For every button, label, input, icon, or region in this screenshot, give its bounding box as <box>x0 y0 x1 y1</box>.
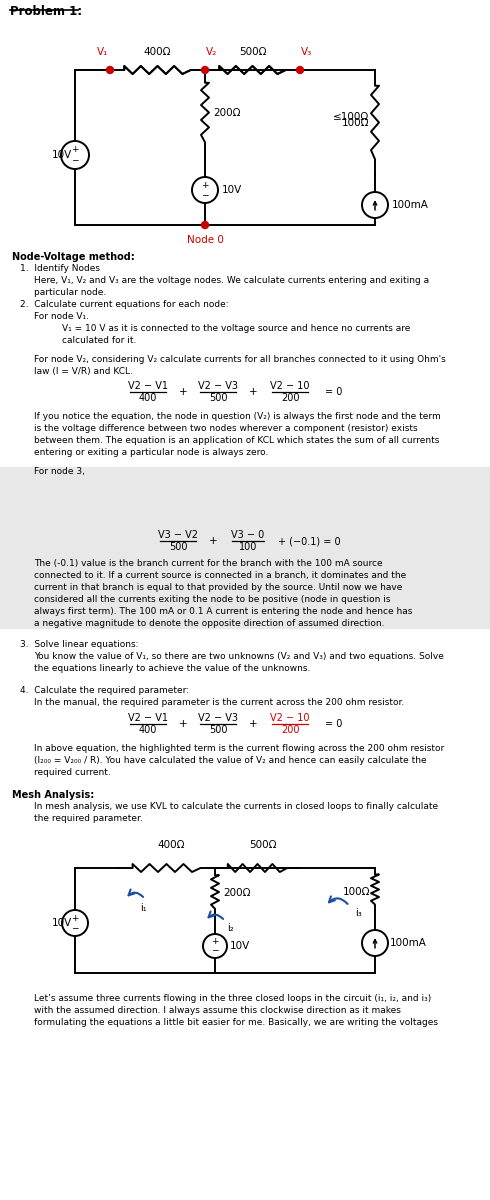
Text: −: − <box>201 190 209 199</box>
Text: i₃: i₃ <box>356 908 362 918</box>
Text: 100Ω: 100Ω <box>343 887 370 898</box>
Text: +: + <box>249 719 257 730</box>
Text: 200Ω: 200Ω <box>223 888 250 898</box>
Text: For node 3,: For node 3, <box>34 467 85 476</box>
Text: 2.  Calculate current equations for each node:: 2. Calculate current equations for each … <box>20 300 229 308</box>
Text: + (−0.1) = 0: + (−0.1) = 0 <box>278 536 341 546</box>
Text: Let’s assume three currents flowing in the three closed loops in the circuit (i₁: Let’s assume three currents flowing in t… <box>34 994 431 1003</box>
Text: +: + <box>71 913 79 923</box>
Text: V₁ = 10 V as it is connected to the voltage source and hence no currents are: V₁ = 10 V as it is connected to the volt… <box>62 324 410 332</box>
Text: +: + <box>179 386 187 397</box>
Text: −: − <box>211 946 219 955</box>
Text: law (I = V/R) and KCL.: law (I = V/R) and KCL. <box>34 367 133 377</box>
Circle shape <box>201 66 209 73</box>
Text: The (-0.1) value is the branch current for the branch with the 100 mA source: The (-0.1) value is the branch current f… <box>34 559 383 568</box>
Text: 1.  Identify Nodes: 1. Identify Nodes <box>20 264 100 272</box>
Text: +: + <box>179 719 187 730</box>
Text: −: − <box>71 156 79 164</box>
Text: You know the value of V₁, so there are two unknowns (V₂ and V₃) and two equation: You know the value of V₁, so there are t… <box>34 653 444 661</box>
Text: +: + <box>71 145 79 154</box>
Text: 400Ω: 400Ω <box>144 47 171 56</box>
Text: In mesh analysis, we use KVL to calculate the currents in closed loops to finall: In mesh analysis, we use KVL to calculat… <box>34 802 438 811</box>
Text: required current.: required current. <box>34 768 111 778</box>
Text: V₃: V₃ <box>301 47 312 56</box>
Text: V2 − V3: V2 − V3 <box>198 713 238 722</box>
Text: V3 − 0: V3 − 0 <box>231 530 265 540</box>
Text: 500: 500 <box>209 725 227 734</box>
Text: 10V: 10V <box>52 918 72 928</box>
Text: 10V: 10V <box>52 150 72 160</box>
Text: If you notice the equation, the node in question (V₂) is always the first node a: If you notice the equation, the node in … <box>34 412 441 421</box>
Text: V2 − V3: V2 − V3 <box>198 382 238 391</box>
Text: i₂: i₂ <box>227 923 234 934</box>
Text: V2 − V1: V2 − V1 <box>128 382 168 391</box>
Text: In the manual, the required parameter is the current across the 200 ohm resistor: In the manual, the required parameter is… <box>34 698 404 707</box>
Text: 500Ω: 500Ω <box>239 47 266 56</box>
Text: 10V: 10V <box>230 941 250 952</box>
Text: V2 − 10: V2 − 10 <box>270 382 310 391</box>
Text: a negative magnitude to denote the opposite direction of assumed direction.: a negative magnitude to denote the oppos… <box>34 619 385 628</box>
Text: particular node.: particular node. <box>34 288 106 296</box>
Text: = 0: = 0 <box>325 719 343 730</box>
Circle shape <box>106 66 114 73</box>
Text: entering or exiting a particular node is always zero.: entering or exiting a particular node is… <box>34 448 269 457</box>
Text: 4.  Calculate the required parameter:: 4. Calculate the required parameter: <box>20 686 189 695</box>
Text: Node 0: Node 0 <box>187 235 223 245</box>
Text: 500: 500 <box>169 542 187 552</box>
Text: V₁: V₁ <box>97 47 108 56</box>
Text: 100mA: 100mA <box>390 938 427 948</box>
Text: +: + <box>209 536 217 546</box>
Text: i₁: i₁ <box>140 904 147 913</box>
Text: 500: 500 <box>209 392 227 403</box>
Text: In above equation, the highlighted term is the current flowing across the 200 oh: In above equation, the highlighted term … <box>34 744 444 754</box>
Text: (I₂₀₀ = V₂₀₀ / R). You have calculated the value of V₂ and hence can easily calc: (I₂₀₀ = V₂₀₀ / R). You have calculated t… <box>34 756 427 766</box>
Text: calculated for it.: calculated for it. <box>62 336 136 346</box>
Text: +: + <box>211 937 219 946</box>
Text: −: − <box>71 923 79 932</box>
Text: is the voltage difference between two nodes wherever a component (resistor) exis: is the voltage difference between two no… <box>34 424 417 433</box>
Text: For node V₂, considering V₂ calculate currents for all branches connected to it : For node V₂, considering V₂ calculate cu… <box>34 355 446 365</box>
Text: considered all the currents exiting the node to be positive (node in question is: considered all the currents exiting the … <box>34 595 391 604</box>
Text: 3.  Solve linear equations:: 3. Solve linear equations: <box>20 641 139 649</box>
Text: with the assumed direction. I always assume this clockwise direction as it makes: with the assumed direction. I always ass… <box>34 1006 401 1015</box>
Text: ≤100Ω: ≤100Ω <box>333 113 369 122</box>
Text: always first term). The 100 mA or 0.1 A current is entering the node and hence h: always first term). The 100 mA or 0.1 A … <box>34 607 413 616</box>
Text: = 0: = 0 <box>325 386 343 397</box>
Text: 400: 400 <box>139 725 157 734</box>
Text: Problem 1:: Problem 1: <box>10 5 82 18</box>
Text: Mesh Analysis:: Mesh Analysis: <box>12 790 94 799</box>
Circle shape <box>296 66 303 73</box>
Text: V3 − V2: V3 − V2 <box>158 530 198 540</box>
Text: 400: 400 <box>139 392 157 403</box>
Text: 100mA: 100mA <box>392 200 429 210</box>
Text: the equations linearly to achieve the value of the unknowns.: the equations linearly to achieve the va… <box>34 665 310 673</box>
Text: formulating the equations a little bit easier for me. Basically, we are writing : formulating the equations a little bit e… <box>34 1018 438 1027</box>
Text: 400Ω: 400Ω <box>158 840 185 850</box>
Text: Node-Voltage method:: Node-Voltage method: <box>12 252 135 262</box>
Text: V₂: V₂ <box>206 47 217 56</box>
Text: V2 − 10: V2 − 10 <box>270 713 310 722</box>
Text: +: + <box>249 386 257 397</box>
Text: 100Ω: 100Ω <box>342 118 369 127</box>
Text: 100: 100 <box>239 542 257 552</box>
Text: connected to it. If a current source is connected in a branch, it dominates and : connected to it. If a current source is … <box>34 571 406 580</box>
Text: V2 − V1: V2 − V1 <box>128 713 168 722</box>
Text: 200: 200 <box>281 392 299 403</box>
Text: 500Ω: 500Ω <box>249 840 276 850</box>
Text: 200: 200 <box>281 725 299 734</box>
Circle shape <box>201 222 209 228</box>
Text: For node V₁.: For node V₁. <box>34 312 89 320</box>
Text: +: + <box>201 180 209 190</box>
Text: current in that branch is equal to that provided by the source. Until now we hav: current in that branch is equal to that … <box>34 583 402 592</box>
Text: between them. The equation is an application of KCL which states the sum of all : between them. The equation is an applica… <box>34 436 440 445</box>
Bar <box>0 467 490 629</box>
Text: 10V: 10V <box>222 185 242 194</box>
Text: the required parameter.: the required parameter. <box>34 814 143 823</box>
Text: Here, V₁, V₂ and V₃ are the voltage nodes. We calculate currents entering and ex: Here, V₁, V₂ and V₃ are the voltage node… <box>34 276 429 284</box>
Text: 200Ω: 200Ω <box>213 108 241 118</box>
